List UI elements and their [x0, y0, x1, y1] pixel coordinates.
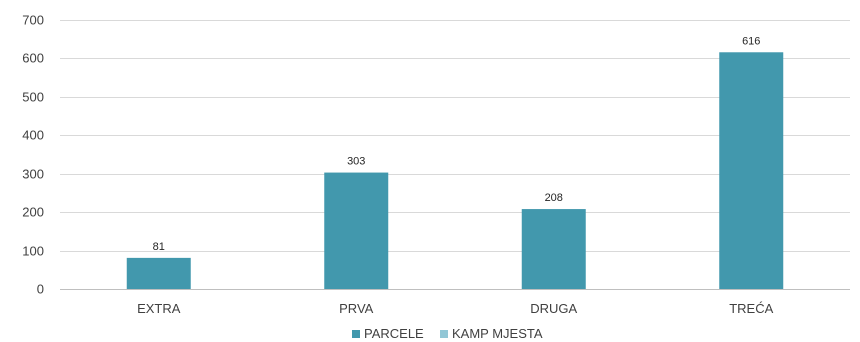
- y-tick-label: 300: [22, 167, 44, 182]
- y-tick-label: 500: [22, 90, 44, 105]
- bar: [126, 257, 191, 289]
- legend-swatch: [352, 330, 360, 338]
- gridlines: [60, 20, 850, 290]
- legend-swatch: [440, 330, 448, 338]
- y-tick-label: 700: [22, 13, 44, 28]
- y-tick-label: 200: [22, 205, 44, 220]
- y-axis-ticks: 0 100 200 300 400 500 600 700: [22, 13, 44, 297]
- x-tick-label: DRUGA: [530, 301, 577, 316]
- y-tick-label: 100: [22, 244, 44, 259]
- x-tick-label: PRVA: [339, 301, 374, 316]
- bar: [324, 172, 389, 289]
- data-label: 81: [153, 241, 165, 253]
- x-tick-label: TREĆA: [729, 301, 773, 316]
- y-tick-label: 400: [22, 128, 44, 143]
- data-label: 616: [742, 35, 760, 47]
- bars: [126, 52, 784, 289]
- data-labels: 81 303 208 616: [153, 35, 761, 253]
- x-axis-ticks: EXTRA PRVA DRUGA TREĆA: [137, 301, 774, 316]
- y-tick-label: 0: [37, 282, 44, 297]
- x-tick-label: EXTRA: [137, 301, 181, 316]
- bar: [719, 52, 784, 289]
- data-label: 303: [347, 156, 365, 168]
- legend-label: PARCELE: [364, 326, 424, 341]
- legend-item: KAMP MJESTA: [440, 326, 543, 341]
- y-tick-label: 600: [22, 51, 44, 66]
- data-label: 208: [545, 192, 563, 204]
- legend-item: PARCELE: [352, 326, 424, 341]
- bar: [521, 209, 586, 289]
- legend: PARCELE KAMP MJESTA: [352, 326, 543, 341]
- legend-label: KAMP MJESTA: [452, 326, 543, 341]
